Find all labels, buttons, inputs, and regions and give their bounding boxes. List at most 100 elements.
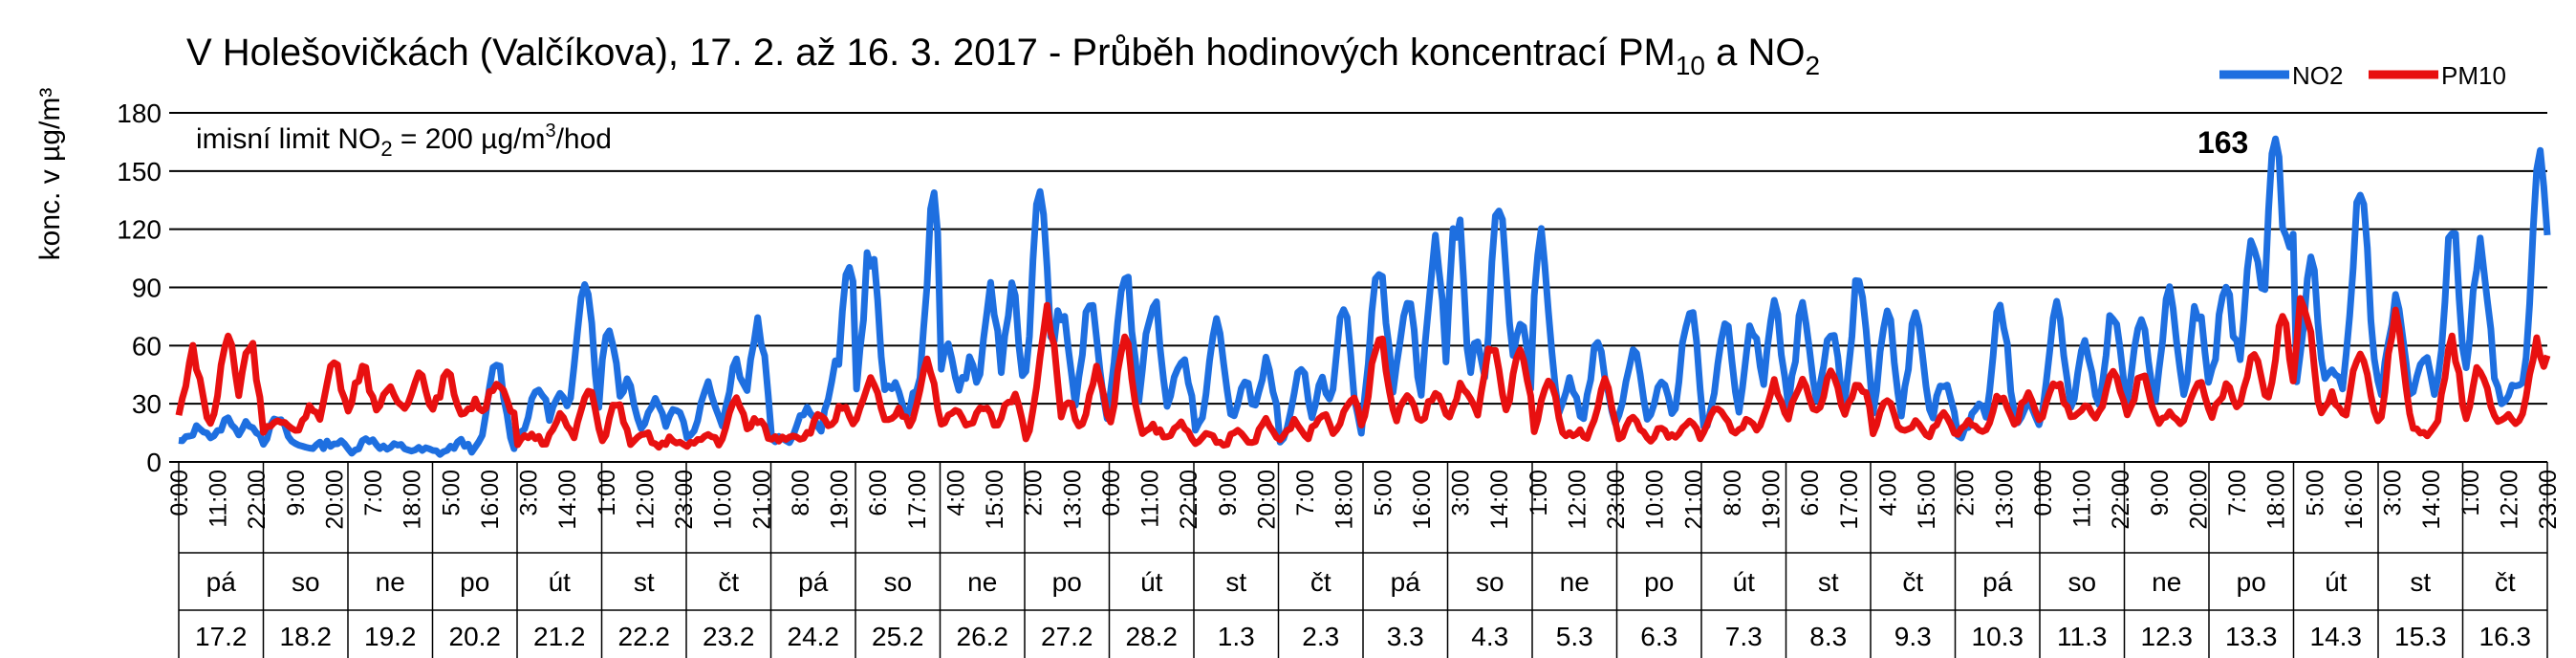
day-date-label: 14.3 [2310, 622, 2363, 651]
day-date-label: 26.2 [957, 622, 1009, 651]
day-date-label: 1.3 [1218, 622, 1255, 651]
day-date-label: 16.3 [2479, 622, 2532, 651]
x-tick-label: 0:00 [1098, 470, 1125, 516]
y-tick-label: 60 [132, 331, 162, 361]
day-name-label: ne [967, 567, 997, 597]
x-tick-label: 22:00 [1176, 470, 1202, 530]
x-tick-label: 13:00 [1059, 470, 1086, 530]
day-date-label: 21.2 [533, 622, 586, 651]
limit-annotation-suffix: /hod [556, 123, 612, 155]
day-name-label: út [1140, 567, 1163, 597]
y-tick-label: 120 [117, 215, 162, 245]
legend: NO2 PM10 [2219, 61, 2506, 90]
limit-annotation-sup: 3 [545, 121, 555, 142]
x-tick-label: 7:00 [2224, 470, 2251, 516]
x-tick-label: 23:00 [2535, 470, 2562, 530]
day-name-label: st [2410, 567, 2431, 597]
x-tick-label: 1:00 [2457, 470, 2484, 516]
x-tick-label: 13:00 [1991, 470, 2018, 530]
x-tick-label: 18:00 [2263, 470, 2290, 530]
x-tick-label: 0:00 [2030, 470, 2057, 516]
day-name-label: pá [1391, 567, 1421, 597]
chart-title-no-sub: 2 [1806, 51, 1821, 80]
day-name-label: ne [376, 567, 405, 597]
limit-annotation: imisní limit NO2 = 200 µg/m3/hod [196, 121, 612, 161]
day-date-label: 19.2 [364, 622, 417, 651]
x-tick-label: 17:00 [1836, 470, 1863, 530]
day-date-label: 20.2 [449, 622, 502, 651]
x-tick-label: 5:00 [438, 470, 465, 516]
x-tick-label: 3:00 [1448, 470, 1475, 516]
x-tick-label: 20:00 [1253, 470, 1280, 530]
day-name-label: so [2067, 567, 2096, 597]
day-name-label: pá [1982, 567, 2013, 597]
day-date-label: 15.3 [2394, 622, 2447, 651]
x-axis: 0:00 11:00 22:00 9:00 20:00 7:00 18:00 5:00 16:0… [166, 462, 2562, 658]
day-name-label: st [1818, 567, 1839, 597]
day-date-label: 5.3 [1556, 622, 1593, 651]
chart-title-pm-sub: 10 [1676, 51, 1705, 80]
x-tick-label: 7:00 [360, 470, 387, 516]
day-date-label: 25.2 [872, 622, 924, 651]
day-date-label: 24.2 [788, 622, 840, 651]
day-name-label: po [1052, 567, 1082, 597]
chart-title-mid: a NO [1705, 32, 1805, 74]
x-tick-label: 7:00 [1292, 470, 1319, 516]
y-axis-label: konc. v µg/m³ [34, 88, 66, 261]
x-tick-label: 11:00 [206, 470, 232, 528]
x-tick-label: 15:00 [1914, 470, 1940, 530]
x-tick-label: 18:00 [400, 470, 426, 530]
day-date-label: 4.3 [1471, 622, 1508, 651]
day-date-label: 17.2 [195, 622, 248, 651]
x-tick-label: 8:00 [1720, 470, 1746, 516]
day-name-label: so [292, 567, 320, 597]
x-tick-label: 2:00 [1021, 470, 1048, 516]
x-tick-label: 12:00 [1564, 470, 1591, 530]
day-name-label: út [2325, 567, 2348, 597]
legend-label-no2: NO2 [2292, 61, 2343, 90]
x-tick-label: 3:00 [2380, 470, 2407, 516]
day-date-label: 27.2 [1041, 622, 1093, 651]
day-name-label: út [549, 567, 572, 597]
x-tick-label: 6:00 [865, 470, 892, 516]
day-date-label: 28.2 [1126, 622, 1179, 651]
x-tick-label: 10:00 [1642, 470, 1669, 530]
day-date-label: 12.3 [2141, 622, 2194, 651]
x-tick-label: 2:00 [1953, 470, 1980, 516]
x-tick-label: 20:00 [2185, 470, 2212, 530]
y-tick-label: 0 [146, 448, 162, 477]
x-tick-label: 5:00 [1370, 470, 1396, 516]
peak-label: 163 [2197, 125, 2248, 160]
x-tick-label: 10:00 [710, 470, 737, 530]
x-tick-label: 6:00 [1797, 470, 1824, 516]
x-tick-label: 1:00 [594, 470, 620, 516]
x-tick-label: 17:00 [904, 470, 931, 530]
x-tick-label: 14:00 [1486, 470, 1513, 530]
limit-annotation-prefix: imisní limit NO [196, 123, 380, 155]
day-name-label: ne [2152, 567, 2181, 597]
x-tick-label: 0:00 [166, 470, 193, 516]
x-tick-label: 8:00 [788, 470, 814, 516]
day-name-label: čt [718, 567, 739, 597]
x-tick-label: 19:00 [1759, 470, 1786, 530]
x-tick-label: 22:00 [2108, 470, 2134, 530]
x-tick-label: 18:00 [1331, 470, 1358, 530]
x-tick-label: 16:00 [477, 470, 504, 530]
day-name-label: st [1225, 567, 1246, 597]
day-date-label: 11.3 [2057, 622, 2107, 651]
day-date-label: 18.2 [280, 622, 333, 651]
day-date-label: 8.3 [1809, 622, 1847, 651]
x-tick-label: 21:00 [748, 470, 775, 530]
day-date-label: 10.3 [1972, 622, 2024, 651]
x-tick-label: 23:00 [1603, 470, 1630, 530]
day-name-label: čt [2495, 567, 2516, 597]
day-name-label: pá [798, 567, 829, 597]
series-lines [175, 135, 2551, 458]
x-tick-label: 12:00 [2496, 470, 2522, 530]
day-name-label: po [460, 567, 489, 597]
day-name-label: čt [1902, 567, 1923, 597]
x-tick-label: 14:00 [554, 470, 581, 530]
x-tick-label: 16:00 [2341, 470, 2368, 530]
chart-title-main: V Holešovičkách (Valčíkova), 17. 2. až 1… [186, 32, 1676, 74]
